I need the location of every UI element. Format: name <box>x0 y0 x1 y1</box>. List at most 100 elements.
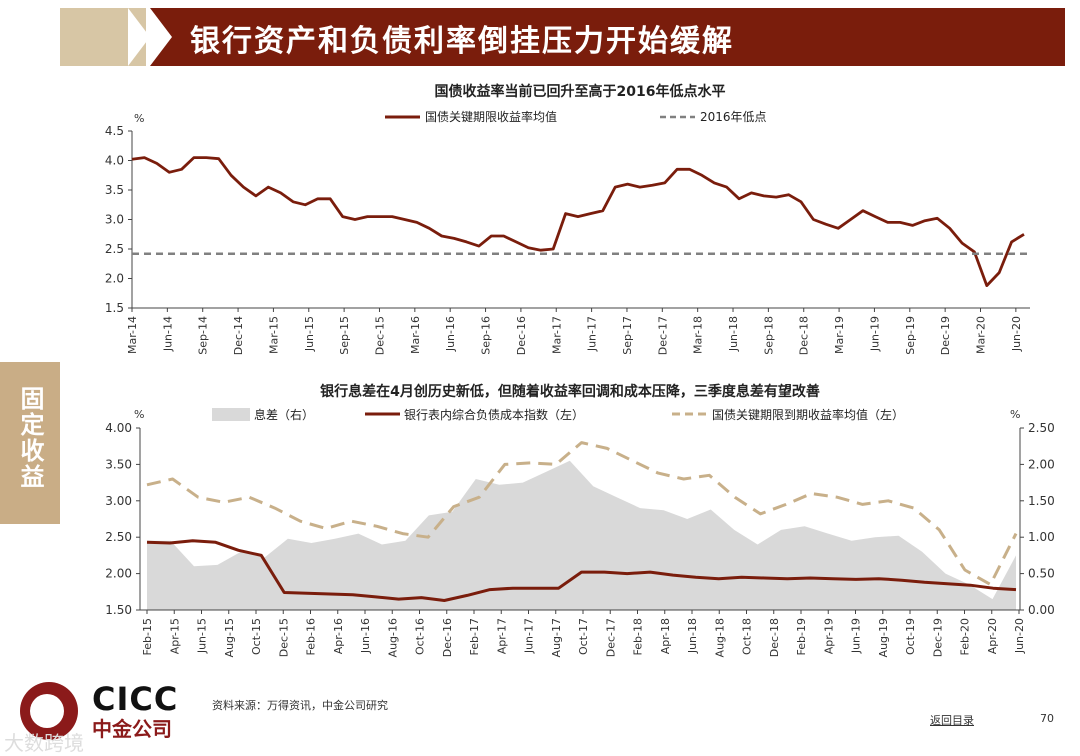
chart2-x-tick-label: Dec-19 <box>931 618 944 657</box>
title-bar: 银行资产和负债利率倒挂压力开始缓解 <box>150 8 1065 66</box>
chart2-x-tick-label: Apr-17 <box>495 618 508 654</box>
chart2-plot <box>146 441 1018 602</box>
chart2-x-tick-label: Feb-18 <box>632 618 645 655</box>
chart1-x-tick-label: Mar-20 <box>975 316 988 354</box>
chart2-x-tick-label: Feb-19 <box>795 618 808 655</box>
chart1-y-tick-label: 2.0 <box>105 272 124 286</box>
chart1-y-tick-label: 4.5 <box>105 124 124 138</box>
chart1-y-tick-label: 3.0 <box>105 213 124 227</box>
chart2-x-tick-label: Oct-18 <box>741 618 754 655</box>
chart1-y-tick-label: 2.5 <box>105 242 124 256</box>
chart1-x-tick-label: Jun-14 <box>161 316 174 352</box>
chart1-title: 国债收益率当前已回升至高于2016年低点水平 <box>435 83 726 100</box>
chart1-x-tick-label: Sep-14 <box>197 316 210 355</box>
page-title: 银行资产和负债利率倒挂压力开始缓解 <box>190 24 734 59</box>
chart2-axes: 4.00 3.50 3.00 2.50 2.00 1.50 2.50 2.00 1.50 1.00… <box>105 421 1054 657</box>
chart2-x-tick-label: Dec-15 <box>277 618 290 657</box>
chart1-y-tick-label: 4.0 <box>105 154 124 168</box>
chart2-y-unit-right: % <box>1010 408 1020 421</box>
chart1-y-tick-label: 1.5 <box>105 301 124 315</box>
chart2-y-tick-label-left: 3.50 <box>105 457 132 471</box>
chart2-x-tick-label: Feb-16 <box>305 618 318 655</box>
chart2-x-tick-label: Apr-16 <box>332 618 345 654</box>
chart2-x-tick-label: Aug-15 <box>223 618 236 657</box>
page-number: 70 <box>1040 712 1054 725</box>
chart1-x-tick-label: Mar-18 <box>692 316 705 354</box>
chart2-x-tick-label: Aug-18 <box>713 618 726 657</box>
source-note: 资料来源：万得资讯，中金公司研究 <box>212 699 388 712</box>
chart2-x-tick-label: Jun-20 <box>1013 618 1026 654</box>
chart2-y-tick-label-left: 2.50 <box>105 530 132 544</box>
chart2-legend-label-cost: 银行表内综合负债成本指数（左） <box>404 407 584 422</box>
chart1-x-tick-label: Dec-14 <box>232 316 245 355</box>
chart2-x-tick-label: Oct-15 <box>250 618 263 655</box>
chart1-x-tick-label: Mar-15 <box>267 316 280 354</box>
chart1-x-tick-label: Mar-16 <box>409 316 422 354</box>
cicc-logo-mark-icon <box>20 682 78 740</box>
chart1-x-tick-label: Dec-15 <box>373 316 386 355</box>
chart1-legend-label-yield: 国债关键期限收益率均值 <box>425 109 557 124</box>
chart1-y-unit: % <box>134 112 144 125</box>
chart2-x-tick-label: Jun-15 <box>196 618 209 654</box>
chart2-x-tick-label: Feb-20 <box>959 618 972 655</box>
chart2-x-tick-label: Aug-19 <box>877 618 890 657</box>
chart2-x-tick-label: Apr-18 <box>659 618 672 654</box>
chart1-x-tick-label: Jun-17 <box>586 316 599 352</box>
chart1-x-tick-label: Mar-14 <box>126 316 139 354</box>
chart2-x-tick-label: Jun-16 <box>359 618 372 654</box>
chart2-x-tick-label: Dec-17 <box>604 618 617 657</box>
chart2-x-tick-label: Apr-15 <box>168 618 181 654</box>
chart2-area-layer <box>147 460 1016 610</box>
chart1-x-tick-label: Dec-19 <box>939 316 952 355</box>
back-to-contents-link[interactable]: 返回目录 <box>930 714 974 727</box>
chart2-legend-swatch-nim <box>212 408 250 421</box>
chart1-x-tick-label: Sep-18 <box>762 316 775 355</box>
chart1-x-tick-label: Jun-18 <box>727 316 740 352</box>
chart2-x-tick-label: Jun-17 <box>523 618 536 654</box>
chart2-series-cost-line <box>146 539 1017 602</box>
chart1-legend-label-low: 2016年低点 <box>700 110 767 124</box>
chart1-x-tick-label: Sep-16 <box>480 316 493 355</box>
chart2-series-yield-line <box>146 441 1018 586</box>
chart2-x-tick-label: Oct-17 <box>577 618 590 655</box>
chart2-y-tick-label-left: 1.50 <box>105 603 132 617</box>
sidebar-section-label: 固定收益 <box>16 386 44 490</box>
chart2-x-tick-label: Feb-15 <box>141 618 154 655</box>
chart1-x-tick-label: Jun-20 <box>1010 316 1023 352</box>
chart1-series-yield-line <box>131 156 1025 288</box>
chart2-x-tick-label: Aug-17 <box>550 618 563 657</box>
chart2-x-tick-label: Aug-16 <box>386 618 399 657</box>
chart2-x-tick-label: Oct-16 <box>414 618 427 655</box>
chart2-y-tick-label-left: 4.00 <box>105 421 132 435</box>
chart2-x-tick-label: Dec-18 <box>768 618 781 657</box>
chart2-y-tick-label-right: 0.00 <box>1028 603 1055 617</box>
chart1-x-tick-label: Sep-19 <box>904 316 917 355</box>
chart1-x-tick-label: Sep-15 <box>338 316 351 355</box>
chart1-x-tick-label: Sep-17 <box>621 316 634 355</box>
chart1-x-tick-label: Jun-19 <box>868 316 881 352</box>
chart2-legend-label-nim: 息差（右） <box>254 407 314 422</box>
chart2-x-tick-label: Jun-19 <box>850 618 863 654</box>
chart2-series-nim-area <box>147 460 1016 610</box>
chart1-x-tick-label: Jun-16 <box>444 316 457 352</box>
sidebar-section-tab[interactable]: 固定收益 <box>0 362 60 524</box>
chart2-x-tick-label: Apr-19 <box>822 618 835 654</box>
logo-text-cn: 中金公司 <box>92 717 172 741</box>
chart1-x-tick-label: Mar-17 <box>550 316 563 354</box>
chart1-plot <box>131 156 1030 288</box>
chart1-x-tick-label: Dec-18 <box>798 316 811 355</box>
chart2-x-tick-label: Oct-19 <box>904 618 917 655</box>
chart2-y-tick-label-right: 2.50 <box>1028 421 1055 435</box>
chart2-y-tick-label-left: 3.00 <box>105 494 132 508</box>
chart2-y-unit-left: % <box>134 408 144 421</box>
chart2-y-tick-label-right: 2.00 <box>1028 457 1055 471</box>
chart2-y-tick-label-right: 0.50 <box>1028 567 1055 581</box>
chart1-x-tick-label: Jun-15 <box>303 316 316 352</box>
chart1-x-tick-label: Mar-19 <box>833 316 846 354</box>
logo-text-en: CICC <box>92 680 179 718</box>
chart1-x-tick-label: Dec-16 <box>515 316 528 355</box>
watermark: 大数跨境 <box>4 731 84 755</box>
chart2-x-tick-label: Feb-17 <box>468 618 481 655</box>
